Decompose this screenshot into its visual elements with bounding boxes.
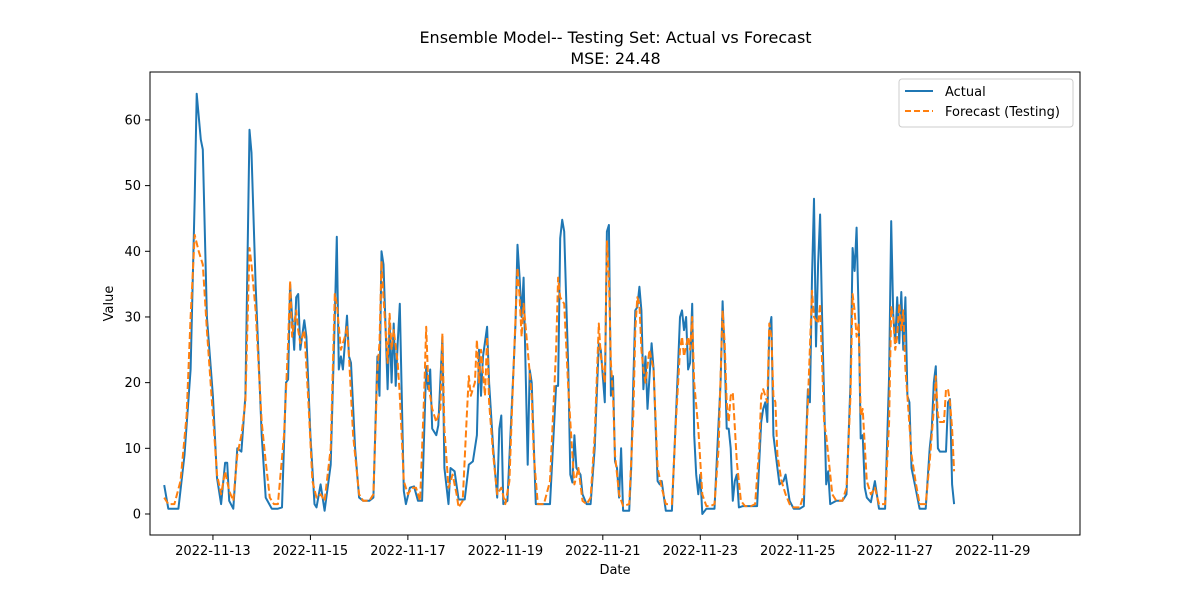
legend-label-forecast: Forecast (Testing) bbox=[945, 105, 1060, 120]
plot-frame bbox=[149, 71, 1081, 536]
x-axis-label: Date bbox=[599, 563, 630, 578]
y-tick-label: 60 bbox=[124, 113, 141, 128]
x-tick-label: 2022-11-25 bbox=[760, 544, 836, 559]
y-tick-label: 40 bbox=[124, 245, 141, 260]
chart-subtitle: MSE: 24.48 bbox=[570, 49, 660, 68]
x-axis: 2022-11-13 2022-11-15 2022-11-17 2022-11-19… bbox=[175, 535, 1030, 559]
x-tick-label: 2022-11-15 bbox=[273, 544, 349, 559]
legend: Actual Forecast (Testing) bbox=[898, 78, 1074, 128]
legend-label-actual: Actual bbox=[945, 85, 986, 100]
y-axis: 0 10 20 30 40 50 60 bbox=[124, 113, 150, 522]
x-tick-label: 2022-11-23 bbox=[663, 544, 739, 559]
legend-box bbox=[898, 78, 1074, 128]
chart-title: Ensemble Model-- Testing Set: Actual vs … bbox=[419, 28, 811, 47]
x-tick-label: 2022-11-13 bbox=[175, 544, 251, 559]
x-tick-label: 2022-11-17 bbox=[370, 544, 446, 559]
y-axis-label: Value bbox=[102, 286, 117, 322]
y-tick-label: 0 bbox=[133, 507, 141, 522]
series-layer bbox=[163, 92, 956, 515]
y-tick-label: 50 bbox=[124, 179, 141, 194]
x-tick-label: 2022-11-27 bbox=[857, 544, 933, 559]
y-tick-label: 20 bbox=[124, 376, 141, 391]
x-tick-label: 2022-11-19 bbox=[468, 544, 544, 559]
y-tick-label: 10 bbox=[124, 442, 141, 457]
series-line-forecast bbox=[163, 233, 956, 509]
y-tick-label: 30 bbox=[124, 310, 141, 325]
x-tick-label: 2022-11-21 bbox=[565, 544, 641, 559]
x-tick-label: 2022-11-29 bbox=[955, 544, 1031, 559]
